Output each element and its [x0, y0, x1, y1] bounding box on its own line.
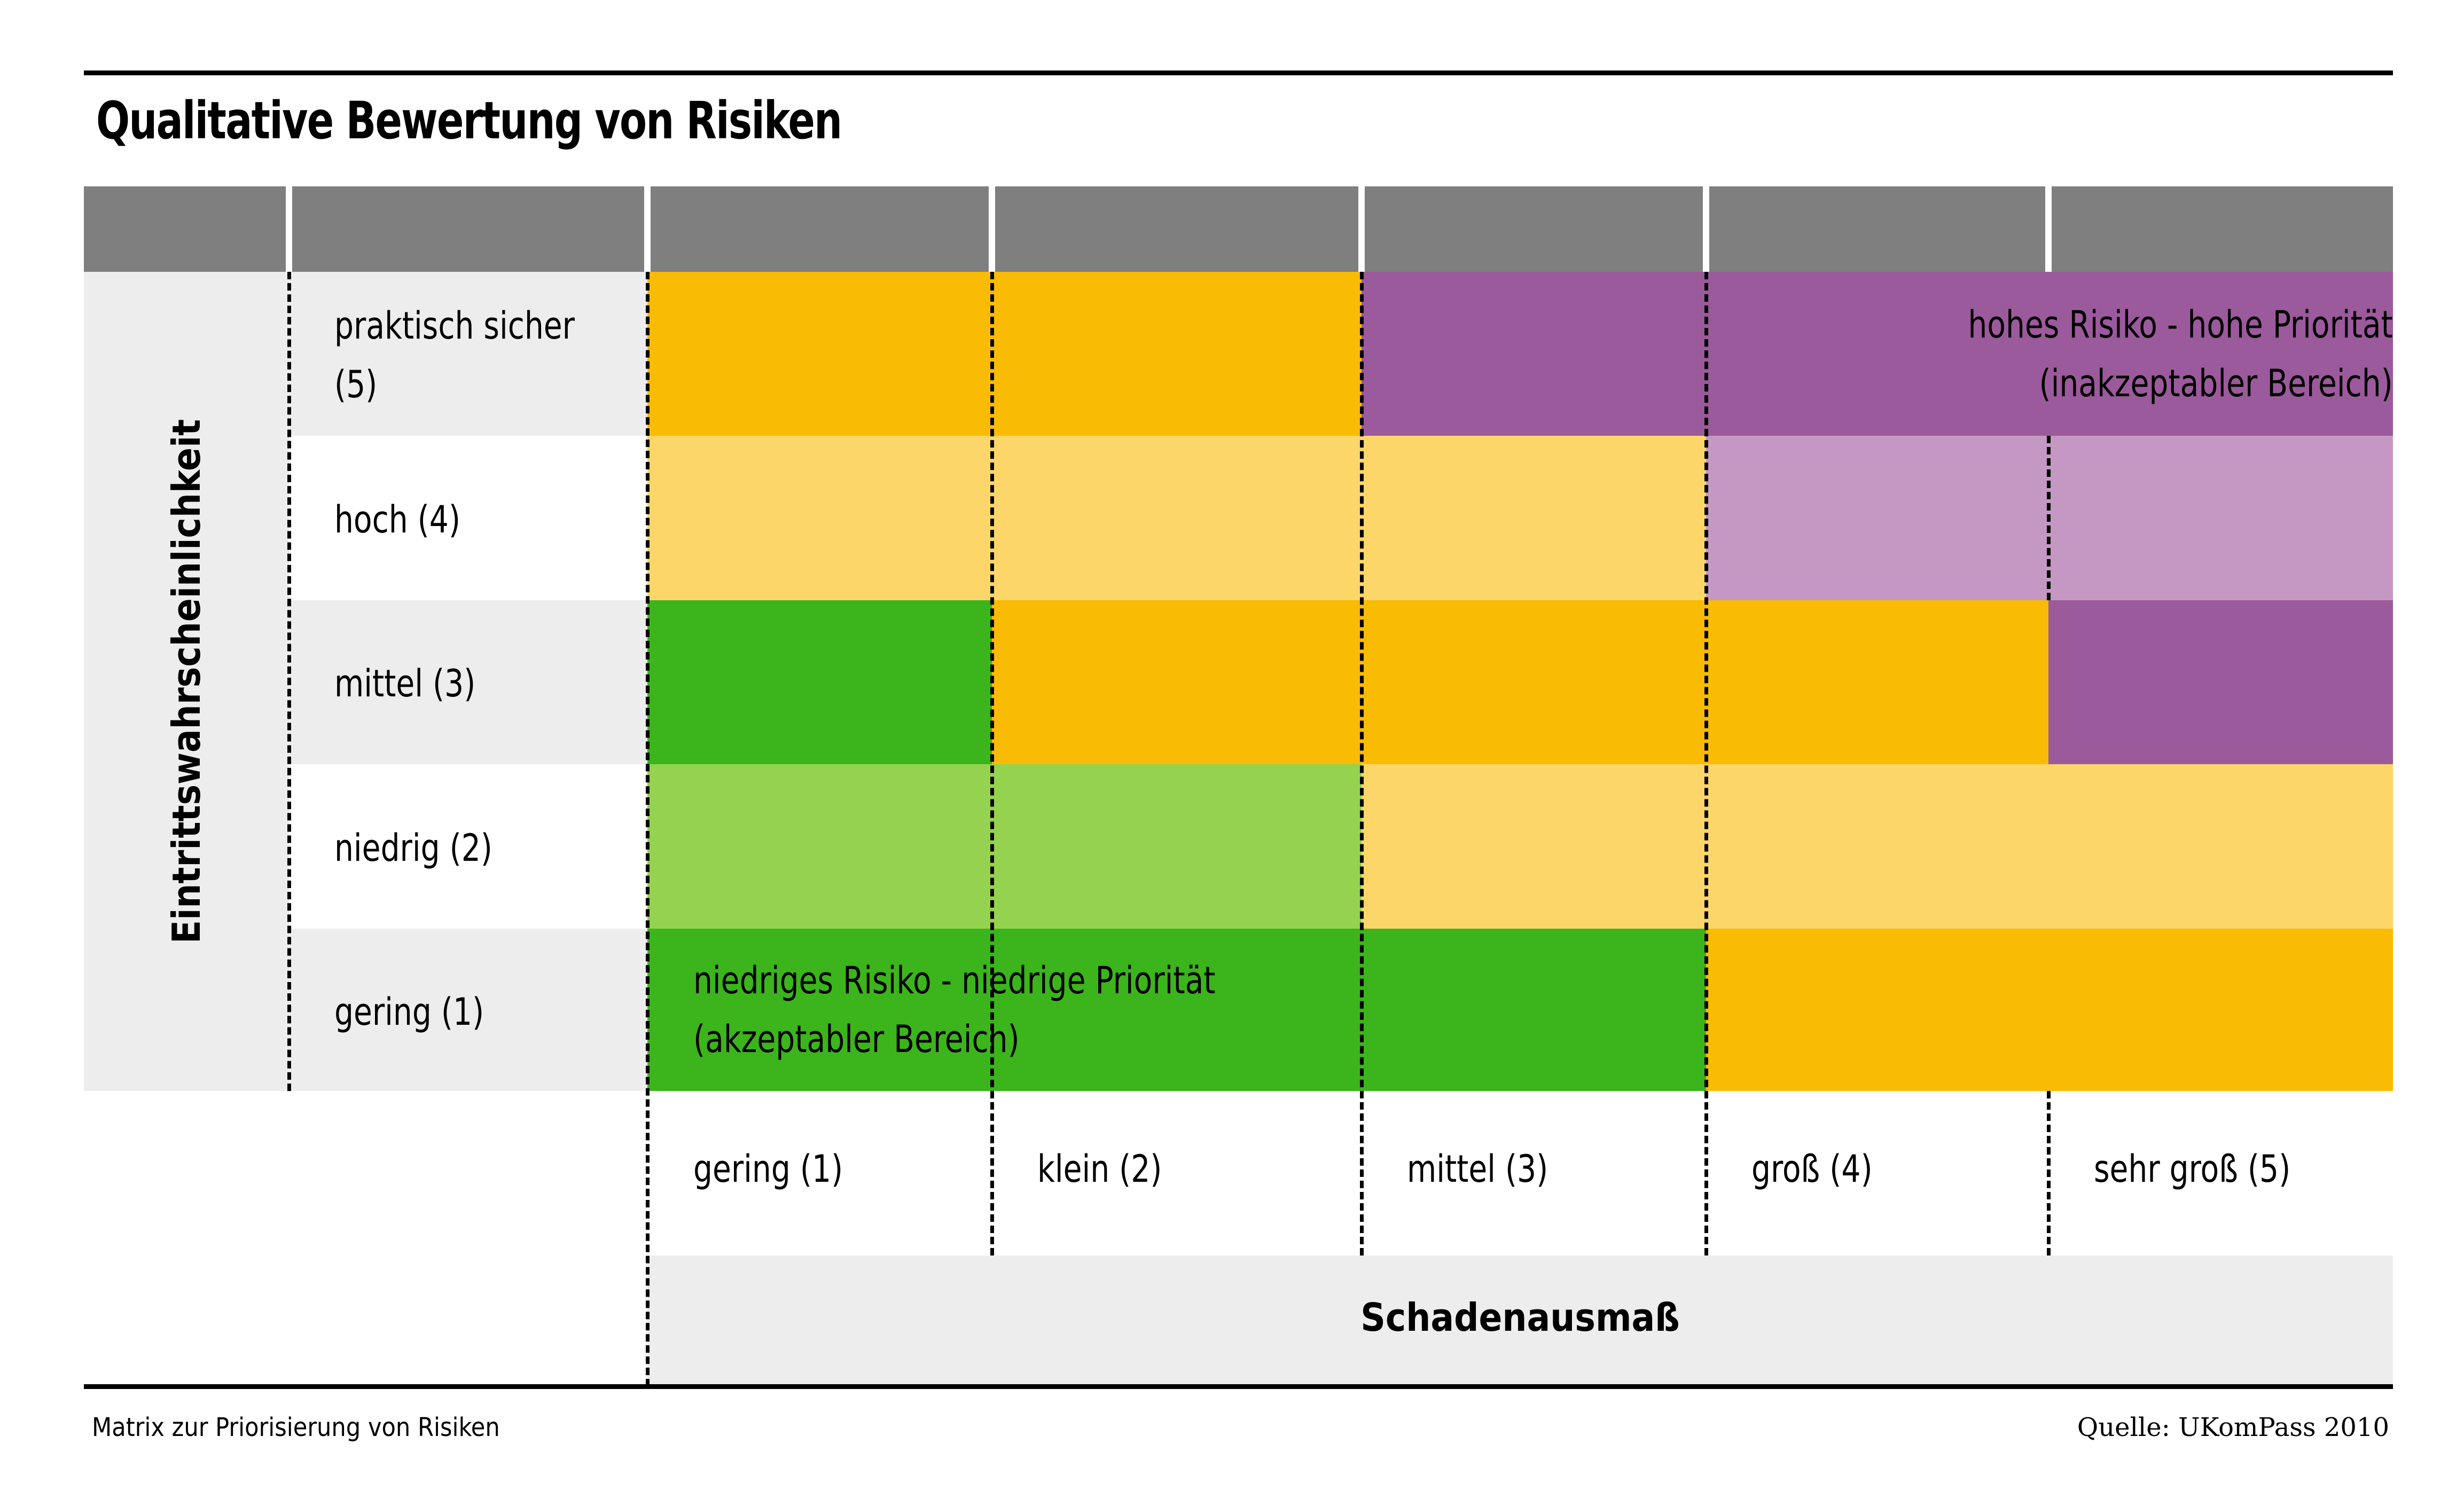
- chart-title: Qualitative Bewertung von Risiken: [96, 91, 842, 151]
- top-rule: [84, 70, 2393, 75]
- row-bg: [289, 436, 647, 600]
- row-label: mittel (3): [334, 662, 476, 705]
- row-label: hoch (4): [334, 498, 460, 541]
- row-bg: [289, 764, 647, 929]
- heatmap-cell: [1362, 764, 1706, 929]
- heatmap-cell: [647, 600, 992, 764]
- x-axis-label: Schadenausmaß: [1360, 1295, 1680, 1340]
- col-label: groß (4): [1751, 1147, 1873, 1191]
- heatmap-cell: [647, 272, 992, 436]
- y-axis-label: Eintrittswahrscheinlichkeit: [164, 419, 209, 944]
- low-risk-line2: (akzeptabler Bereich): [693, 1017, 1020, 1061]
- row-bg: [289, 272, 647, 436]
- header-bar: [2052, 186, 2393, 272]
- header-bar: [84, 186, 286, 272]
- low-risk-line1: niedriges Risiko - niedrige Priorität: [693, 959, 1216, 1002]
- heatmap-cell: [992, 764, 1362, 929]
- dashed-divider: [1360, 272, 1364, 1255]
- heatmap-cell: [647, 929, 992, 1091]
- row-label: praktisch sicher (5): [334, 304, 575, 406]
- heatmap-cell: [992, 929, 1362, 1091]
- heatmap-cell: [1706, 600, 2048, 764]
- dashed-divider: [646, 272, 650, 1386]
- row-bg: [289, 929, 647, 1091]
- heatmap-cell: [992, 600, 1362, 764]
- row-label: gering (1): [334, 990, 484, 1034]
- footer-source: Quelle: UKomPass 2010: [2077, 1412, 2389, 1442]
- row-label: niedrig (2): [334, 826, 492, 870]
- col-label: sehr groß (5): [2094, 1147, 2291, 1191]
- header-bar: [1709, 186, 2045, 272]
- footer-caption: Matrix zur Priorisierung von Risiken: [92, 1412, 500, 1442]
- y-axis-band: [84, 272, 289, 1091]
- heatmap-cell: [647, 436, 992, 600]
- low-risk-annotation: niedriges Risiko - niedrige Priorität (a…: [693, 951, 1216, 1069]
- heatmap-cell: [1706, 764, 2048, 929]
- header-bar: [995, 186, 1358, 272]
- dashed-divider: [2047, 1091, 2051, 1255]
- header-bar: [292, 186, 644, 272]
- heatmap-cell: [1706, 436, 2048, 600]
- heatmap-cell: [1706, 272, 2048, 436]
- header-bar: [651, 186, 989, 272]
- dashed-divider: [990, 272, 994, 1255]
- heatmap-cell: [647, 764, 992, 929]
- x-axis-band: [647, 1255, 2393, 1386]
- header-bar: [1365, 186, 1703, 272]
- heatmap-cell: [1362, 929, 1706, 1091]
- high-risk-line2: (inakzeptabler Bereich): [2039, 362, 2393, 405]
- heatmap-cell: [2048, 272, 2393, 436]
- heatmap-cell: [2048, 436, 2393, 600]
- bottom-rule: [84, 1384, 2393, 1389]
- heatmap-cell: [1362, 600, 1706, 764]
- heatmap-cell: [2048, 764, 2393, 929]
- heatmap-cell: [1706, 929, 2048, 1091]
- heatmap-cell: [992, 272, 1362, 436]
- heatmap-cell: [992, 436, 1362, 600]
- col-label: mittel (3): [1407, 1147, 1548, 1191]
- dashed-divider: [287, 272, 291, 1091]
- col-label: gering (1): [693, 1147, 843, 1191]
- dashed-divider: [2047, 436, 2051, 600]
- heatmap-cell: [2048, 600, 2393, 764]
- dashed-divider: [1704, 272, 1708, 1255]
- high-risk-line1: hohes Risiko - hohe Priorität: [1968, 303, 2393, 347]
- high-risk-annotation: hohes Risiko - hohe Priorität (inakzepta…: [1968, 295, 2393, 413]
- heatmap-cell: [1362, 272, 1706, 436]
- col-label: klein (2): [1037, 1147, 1162, 1191]
- row-bg: [289, 600, 647, 764]
- heatmap-cell: [2048, 929, 2393, 1091]
- heatmap-cell: [1362, 436, 1706, 600]
